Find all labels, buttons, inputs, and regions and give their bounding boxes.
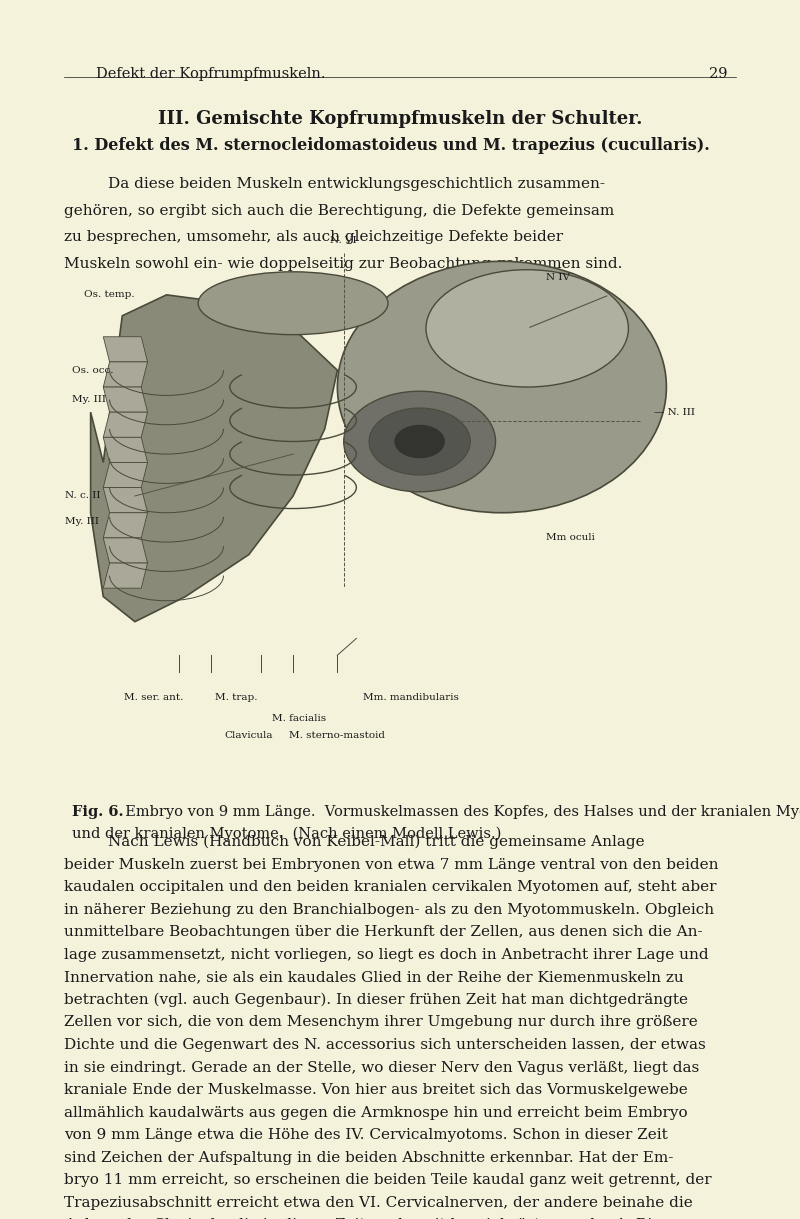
Text: Fig. 6.: Fig. 6. [72,805,123,818]
Text: N. c. II: N. c. II [66,491,101,501]
Text: III. Gemischte Kopfrumpfmuskeln der Schulter.: III. Gemischte Kopfrumpfmuskeln der Schu… [158,110,642,128]
Text: in sie eindringt. Gerade an der Stelle, wo dieser Nerv den Vagus verläßt, liegt : in sie eindringt. Gerade an der Stelle, … [64,1061,699,1074]
Polygon shape [103,538,147,563]
Polygon shape [103,388,147,412]
Text: Da diese beiden Muskeln entwicklungsgeschichtlich zusammen-: Da diese beiden Muskeln entwicklungsgesc… [108,177,605,190]
Text: bryo 11 mm erreicht, so erscheinen die beiden Teile kaudal ganz weit getrennt, d: bryo 11 mm erreicht, so erscheinen die b… [64,1173,712,1187]
Polygon shape [103,462,147,488]
Text: Dichte und die Gegenwart des N. accessorius sich unterscheiden lassen, der etwas: Dichte und die Gegenwart des N. accessor… [64,1037,706,1052]
Text: zu besprechen, umsomehr, als auch gleichzeitige Defekte beider: zu besprechen, umsomehr, als auch gleich… [64,230,563,244]
Text: Clavicula: Clavicula [225,730,273,740]
Text: beider Muskeln zuerst bei Embryonen von etwa 7 mm Länge ventral von den beiden: beider Muskeln zuerst bei Embryonen von … [64,858,718,872]
Polygon shape [103,412,147,438]
Polygon shape [103,336,147,362]
Polygon shape [103,438,147,462]
Polygon shape [103,563,147,588]
Text: von 9 mm Länge etwa die Höhe des IV. Cervicalmyotoms. Schon in dieser Zeit: von 9 mm Länge etwa die Höhe des IV. Cer… [64,1129,668,1142]
Text: Trapeziusabschnitt erreicht etwa den VI. Cervicalnerven, der andere beinahe die: Trapeziusabschnitt erreicht etwa den VI.… [64,1196,693,1209]
Text: 29: 29 [710,67,728,80]
Polygon shape [103,488,147,513]
Text: N IV: N IV [546,273,570,283]
Polygon shape [103,513,147,538]
Text: Embryo von 9 mm Länge.  Vormuskelmassen des Kopfes, des Halses und der kranialen: Embryo von 9 mm Länge. Vormuskelmassen d… [116,805,800,819]
Text: Os. occ.: Os. occ. [72,366,113,374]
Ellipse shape [198,272,388,335]
Text: und der kranialen Myotome.  (Nach einem Modell Lewis.): und der kranialen Myotome. (Nach einem M… [72,826,502,841]
Text: unmittelbare Beobachtungen über die Herkunft der Zellen, aus denen sich die An-: unmittelbare Beobachtungen über die Herk… [64,925,702,939]
Text: kraniale Ende der Muskelmasse. Von hier aus breitet sich das Vormuskelgewebe: kraniale Ende der Muskelmasse. Von hier … [64,1082,688,1097]
Text: Mm. mandibularis: Mm. mandibularis [362,692,458,702]
Text: Zellen vor sich, die von dem Mesenchym ihrer Umgebung nur durch ihre größere: Zellen vor sich, die von dem Mesenchym i… [64,1015,698,1029]
Text: My. III: My. III [72,395,106,405]
Text: My. III: My. III [66,517,99,525]
Text: betrachten (vgl. auch Gegenbaur). In dieser frühen Zeit hat man dichtgedrängte: betrachten (vgl. auch Gegenbaur). In die… [64,992,688,1007]
Text: M. ser. ant.: M. ser. ant. [124,692,183,702]
Circle shape [394,424,445,458]
Text: M. trap.: M. trap. [215,692,258,702]
Polygon shape [90,295,338,622]
Text: N. VI: N. VI [330,235,357,245]
Text: — N. III: — N. III [654,407,694,417]
Ellipse shape [338,261,666,513]
Text: Defekt der Kopfrumpfmuskeln.: Defekt der Kopfrumpfmuskeln. [96,67,326,80]
Text: Muskeln sowohl ein- wie doppelseitig zur Beobachtung gekommen sind.: Muskeln sowohl ein- wie doppelseitig zur… [64,257,622,271]
Text: M. facialis: M. facialis [272,714,326,723]
Text: allmählich kaudalwärts aus gegen die Armknospe hin und erreicht beim Embryo: allmählich kaudalwärts aus gegen die Arm… [64,1106,688,1119]
Text: in näherer Beziehung zu den Branchialbogen- als zu den Myotommuskeln. Obgleich: in näherer Beziehung zu den Branchialbog… [64,902,714,917]
Text: Innervation nahe, sie als ein kaudales Glied in der Reihe der Kiemenmuskeln zu: Innervation nahe, sie als ein kaudales G… [64,970,684,984]
Text: lage zusammensetzt, nicht vorliegen, so liegt es doch in Anbetracht ihrer Lage u: lage zusammensetzt, nicht vorliegen, so … [64,948,709,962]
Text: Os. temp.: Os. temp. [84,290,135,300]
Text: Nach Lewis (Handbuch von Keibel-Mall) tritt die gemeinsame Anlage: Nach Lewis (Handbuch von Keibel-Mall) tr… [108,835,645,850]
Text: kaudalen occipitalen und den beiden kranialen cervikalen Myotomen auf, steht abe: kaudalen occipitalen und den beiden kran… [64,880,717,894]
Ellipse shape [426,269,629,388]
Text: M. sterno-mastoid: M. sterno-mastoid [290,730,386,740]
Circle shape [344,391,495,491]
Text: Mm oculi: Mm oculi [546,534,595,542]
Text: gehören, so ergibt sich auch die Berechtigung, die Defekte gemeinsam: gehören, so ergibt sich auch die Berecht… [64,204,614,217]
Text: sind Zeichen der Aufspaltung in die beiden Abschnitte erkennbar. Hat der Em-: sind Zeichen der Aufspaltung in die beid… [64,1151,674,1164]
Circle shape [369,408,470,475]
Text: 1. Defekt des M. sternocleidomastoideus und M. trapezius (cucullaris).: 1. Defekt des M. sternocleidomastoideus … [72,137,710,154]
Polygon shape [103,362,147,388]
